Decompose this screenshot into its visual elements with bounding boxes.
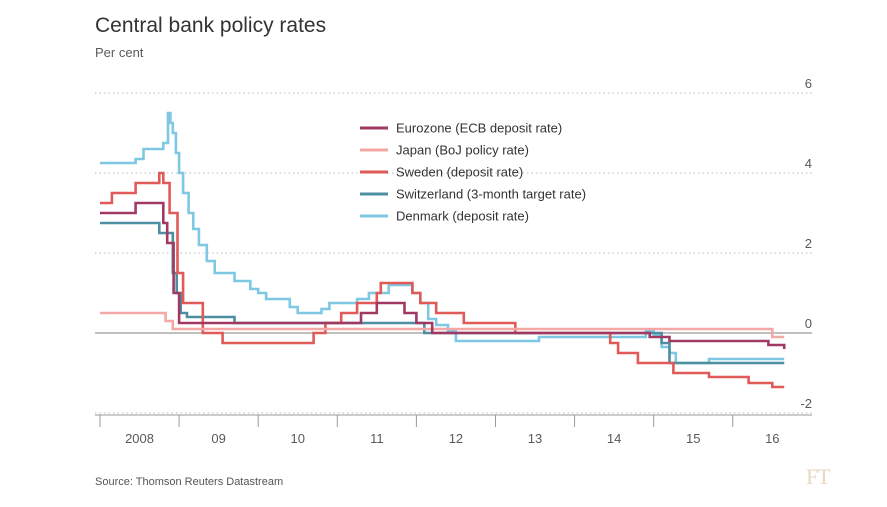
x-tick-label: 10 — [291, 431, 305, 446]
x-tick-label: 09 — [211, 431, 225, 446]
y-tick-label: 2 — [805, 236, 812, 251]
x-tick-label: 15 — [686, 431, 700, 446]
series-line-2 — [100, 171, 785, 389]
x-tick-label: 14 — [607, 431, 621, 446]
legend-label: Switzerland (3-month target rate) — [396, 187, 586, 202]
chart-title: Central bank policy rates — [95, 14, 327, 37]
legend-label: Eurozone (ECB deposit rate) — [396, 121, 562, 136]
grid-layer — [95, 92, 812, 414]
series-line-0 — [100, 111, 785, 365]
x-tick-label: 16 — [765, 431, 779, 446]
y-tick-label: -2 — [800, 396, 812, 411]
ft-logo: FT — [806, 464, 831, 489]
series-line-4 — [100, 201, 786, 349]
legend-layer: Eurozone (ECB deposit rate) Japan (BoJ po… — [360, 121, 586, 224]
x-tick-label: 11 — [370, 431, 384, 446]
series-line-3 — [100, 311, 785, 339]
axis-layer: 6 4 2 0 -2 2008 09 10 11 12 13 14 15 16 — [95, 76, 812, 446]
x-tick-label: 2008 — [125, 431, 154, 446]
legend-label: Sweden (deposit rate) — [396, 165, 523, 180]
legend-label: Japan (BoJ policy rate) — [396, 143, 529, 158]
chart-source: Source: Thomson Reuters Datastream — [95, 476, 284, 488]
y-tick-label: 0 — [805, 316, 812, 331]
series-layer — [100, 111, 786, 389]
x-tick-label: 12 — [449, 431, 463, 446]
y-tick-label: 6 — [805, 76, 812, 91]
legend-label: Denmark (deposit rate) — [396, 209, 529, 224]
chart-subtitle: Per cent — [95, 45, 144, 60]
y-tick-label: 4 — [805, 156, 812, 171]
x-tick-label: 13 — [528, 431, 542, 446]
series-line-1 — [100, 221, 785, 365]
